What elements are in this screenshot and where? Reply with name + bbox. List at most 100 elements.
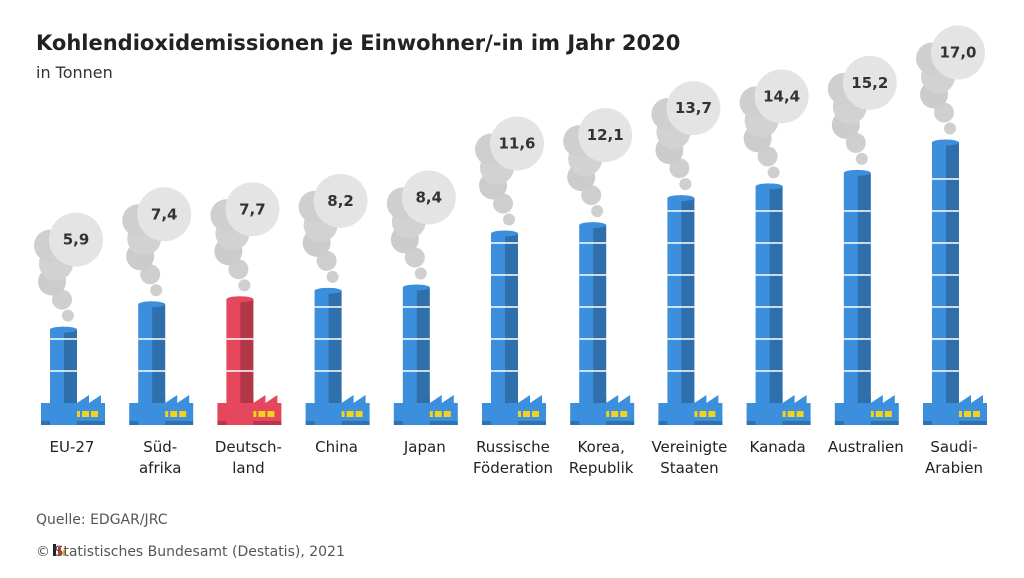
chimney-shade: [946, 142, 959, 404]
chimney-shade: [505, 233, 518, 403]
value-label: 8,4: [416, 188, 443, 206]
x-tick-label: EU-27: [50, 438, 95, 456]
x-tick-label: Japan: [403, 438, 446, 456]
value-label: 14,4: [763, 87, 800, 105]
chimney-cap: [314, 287, 342, 294]
window: [346, 411, 354, 417]
bar: [50, 329, 77, 425]
value-label: 13,7: [675, 99, 712, 117]
smoke: [62, 309, 74, 322]
window: [699, 411, 707, 417]
smoke: [591, 205, 604, 218]
chimney-shade: [328, 290, 342, 403]
value-label: 12,1: [587, 126, 624, 144]
window: [82, 411, 89, 417]
chimney-cap: [579, 222, 607, 229]
smoke: [137, 187, 192, 242]
window: [884, 411, 892, 417]
value-label: 8,2: [327, 192, 354, 210]
smoke: [931, 25, 985, 80]
bar: [491, 233, 518, 425]
chimney-group: 13,7: [651, 81, 723, 425]
chimney-cap: [226, 296, 254, 303]
value-label: 5,9: [63, 231, 90, 249]
chimney-group: 14,4: [739, 69, 811, 425]
window: [443, 411, 451, 417]
x-tick-label: Australien: [828, 438, 904, 456]
smoke: [326, 270, 339, 283]
bar: [755, 186, 783, 425]
value-label: 11,6: [498, 135, 535, 153]
smoke: [767, 166, 780, 179]
window: [91, 411, 98, 417]
chimney-shade: [857, 172, 871, 403]
smoke: [679, 178, 692, 191]
x-tick-label: Kanada: [750, 438, 806, 456]
smoke: [944, 122, 956, 135]
smoke: [503, 213, 515, 226]
chimney-group: 17,0: [916, 25, 987, 426]
value-label: 7,7: [239, 200, 266, 218]
chimney-group: 8,4: [386, 170, 458, 425]
window: [179, 411, 187, 417]
x-tick-label: China: [315, 438, 358, 456]
logo: [53, 544, 66, 556]
value-label: 17,0: [939, 44, 976, 62]
x-tick-label: Vereinigte Staaten: [651, 438, 727, 477]
window: [170, 411, 178, 417]
window: [611, 411, 619, 417]
plot: 5,9 EU-27 7,4 Süd-afrika 7,7 Deutsch-land 8,2 C…: [34, 25, 987, 477]
smoke: [49, 212, 103, 267]
value-label: 7,4: [151, 205, 178, 223]
chimney-shade: [416, 287, 430, 403]
chart-subtitle: in Tonnen: [36, 63, 113, 82]
bar: [932, 142, 959, 426]
copyright: © Statistisches Bundesamt (Destatis), 20…: [36, 544, 345, 560]
bar: [579, 225, 607, 425]
bar: [843, 172, 871, 425]
smoke: [754, 69, 809, 124]
window: [434, 411, 442, 417]
x-tick-label: Süd-afrika: [139, 438, 181, 477]
chimney-shade: [152, 304, 166, 403]
window: [973, 411, 980, 417]
chimney-shade: [64, 329, 77, 403]
smoke: [490, 116, 544, 171]
chimney-cap: [843, 169, 871, 176]
window: [796, 411, 804, 417]
window: [620, 411, 628, 417]
x-tick-label: Deutsch-land: [215, 438, 282, 477]
chimney-cap: [667, 195, 695, 202]
source: Quelle: EDGAR/JRC: [36, 512, 168, 528]
window: [523, 411, 530, 417]
window: [355, 411, 363, 417]
chimney-group: 15,2: [827, 55, 899, 425]
smoke: [842, 55, 897, 110]
window: [875, 411, 883, 417]
smoke: [225, 182, 280, 237]
smoke: [855, 152, 868, 165]
window: [708, 411, 716, 417]
smoke: [578, 108, 633, 163]
chimney-shade: [769, 186, 783, 403]
chart-title: Kohlendioxidemissionen je Einwohner/-in …: [36, 31, 680, 55]
x-tick-label: Korea, Republik: [569, 438, 634, 477]
chimney-group: 11,6: [475, 116, 546, 425]
smoke: [414, 267, 427, 280]
x-tick-label: Russische Föderation: [473, 438, 553, 477]
smoke: [401, 170, 456, 225]
chimney-group: 7,4: [122, 187, 194, 425]
bar: [402, 287, 430, 425]
smoke: [313, 173, 368, 228]
chimney-cap: [138, 301, 166, 308]
window: [964, 411, 971, 417]
x-tick-label: Saudi-Arabien: [925, 438, 983, 477]
chimney-group: 5,9: [34, 212, 105, 425]
window: [267, 411, 275, 417]
value-label: 15,2: [851, 74, 888, 92]
window: [258, 411, 266, 417]
chimney-cap: [50, 326, 77, 333]
chimney-group: 7,7: [210, 182, 282, 425]
bar: [138, 304, 166, 425]
